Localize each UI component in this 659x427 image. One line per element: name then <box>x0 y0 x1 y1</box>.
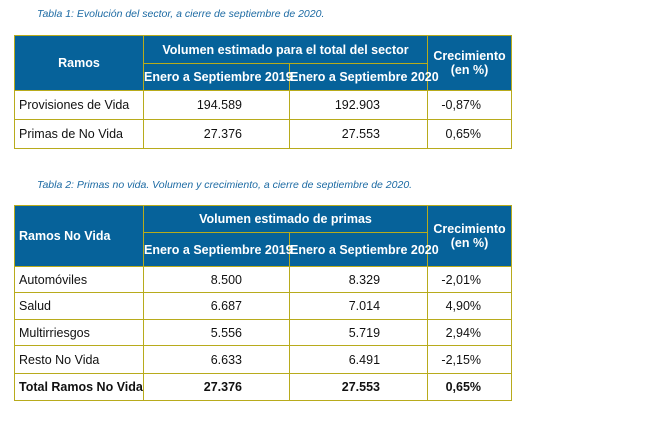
value-2020-cell: 27.553 <box>289 119 428 149</box>
total-growth-cell: 0,65% <box>427 373 513 401</box>
table1-caption: Tabla 1: Evolución del sector, a cierre … <box>37 8 325 20</box>
header-volumen: Volumen estimado de primas <box>142 205 429 233</box>
table-row: Primas de No Vida 27.376 27.553 0,65% <box>14 119 512 149</box>
growth-cell: -2,15% <box>427 345 513 374</box>
table-row: Resto No Vida 6.633 6.491 -2,15% <box>14 345 513 374</box>
header-ramos: Ramos <box>14 35 144 91</box>
total-row: Total Ramos No Vida 27.376 27.553 0,65% <box>14 373 513 401</box>
header-crecimiento: Crecimiento (en %) <box>427 35 512 91</box>
value-2020-cell: 7.014 <box>288 292 429 320</box>
header-2019: Enero a Septiembre 2019 <box>143 232 293 267</box>
ramo-cell: Provisiones de Vida <box>14 90 144 120</box>
value-2020-cell: 192.903 <box>289 90 428 120</box>
ramo-cell: Automóviles <box>14 266 144 293</box>
value-2019-cell: 194.589 <box>143 90 290 120</box>
ramo-cell: Salud <box>14 292 144 320</box>
total-label-cell: Total Ramos No Vida <box>14 373 144 401</box>
value-2019-cell: 5.556 <box>143 319 290 346</box>
growth-cell: -0,87% <box>427 90 512 120</box>
header-2019: Enero a Septiembre 2019 <box>143 63 293 91</box>
table-row: Automóviles 8.500 8.329 -2,01% <box>14 266 513 293</box>
table2-caption: Tabla 2: Primas no vida. Volumen y creci… <box>37 179 413 191</box>
growth-cell: -2,01% <box>427 266 513 293</box>
table-row: Provisiones de Vida 194.589 192.903 -0,8… <box>14 90 512 120</box>
value-2020-cell: 8.329 <box>288 266 429 293</box>
ramo-cell: Resto No Vida <box>14 345 144 374</box>
table2: Ramos No Vida Volumen estimado de primas… <box>14 205 513 401</box>
growth-cell: 0,65% <box>427 119 512 149</box>
header-2020: Enero a Septiembre 2020 <box>288 232 439 267</box>
value-2020-cell: 6.491 <box>288 345 429 374</box>
header-ramos-no-vida: Ramos No Vida <box>14 205 144 267</box>
header-2020: Enero a Septiembre 2020 <box>289 63 439 91</box>
header-crecimiento: Crecimiento (en %) <box>427 205 513 267</box>
table-row: Multirriesgos 5.556 5.719 2,94% <box>14 319 513 346</box>
table-row: Salud 6.687 7.014 4,90% <box>14 292 513 320</box>
value-2019-cell: 27.376 <box>143 119 290 149</box>
value-2019-cell: 6.687 <box>143 292 290 320</box>
value-2019-cell: 6.633 <box>143 345 290 374</box>
ramo-cell: Primas de No Vida <box>14 119 144 149</box>
header-volumen: Volumen estimado para el total del secto… <box>143 35 428 64</box>
table1: Ramos Volumen estimado para el total del… <box>14 35 512 149</box>
value-2020-cell: 5.719 <box>288 319 429 346</box>
total-2019-cell: 27.376 <box>143 373 290 401</box>
total-2020-cell: 27.553 <box>288 373 429 401</box>
growth-cell: 2,94% <box>427 319 513 346</box>
value-2019-cell: 8.500 <box>143 266 290 293</box>
growth-cell: 4,90% <box>427 292 513 320</box>
ramo-cell: Multirriesgos <box>14 319 144 346</box>
